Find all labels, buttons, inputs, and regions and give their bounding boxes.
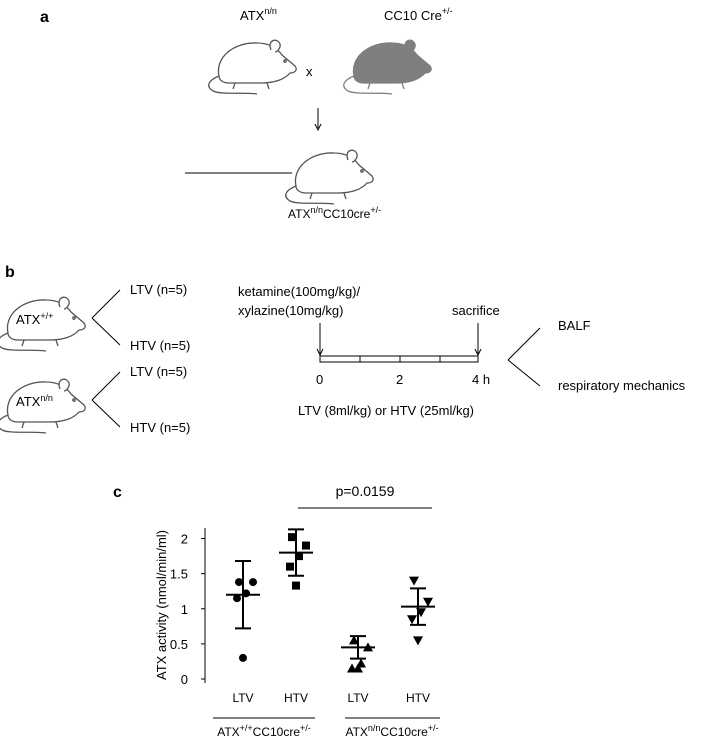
point (407, 615, 417, 625)
group: HTV (n=5) (130, 338, 190, 353)
error-bar (288, 528, 304, 577)
annotation: p=0.0159 (336, 483, 395, 499)
x-tick-label: LTV (232, 691, 253, 705)
point (409, 576, 419, 586)
genotype: ATXn/n (16, 393, 53, 409)
name: ATX (217, 725, 239, 739)
sup: n/n (310, 205, 323, 215)
panel-label: b (5, 264, 15, 281)
sup: +/- (442, 6, 453, 16)
sup: +/+ (240, 723, 253, 733)
point (235, 578, 243, 587)
time-tick: 4 h (472, 372, 490, 387)
point (249, 578, 257, 587)
sup: n/n (368, 723, 381, 733)
mouse (0, 378, 86, 434)
anesthesia: xylazine(10mg/kg) (238, 303, 344, 318)
panel-label: c (113, 484, 122, 501)
arrow-head (474, 348, 482, 357)
y-tick-label: 1.5 (170, 567, 188, 582)
point (239, 653, 247, 662)
point (286, 562, 294, 571)
x-tick-label: LTV (347, 691, 368, 705)
timeline-divisions (359, 356, 441, 362)
point (292, 581, 300, 590)
mouse (0, 296, 86, 352)
mouse-offspring (285, 149, 374, 205)
outcome: BALF (558, 318, 591, 333)
outcome: respiratory mechanics (558, 378, 686, 393)
sup2: +/- (428, 723, 439, 733)
sup: n/n (40, 393, 53, 403)
panel-label: a (40, 9, 49, 26)
x-tick-label: HTV (284, 691, 308, 705)
group: LTV (n=5) (130, 364, 187, 379)
x-tick-label: HTV (406, 691, 430, 705)
name: ATX (240, 8, 265, 23)
time-tick: 2 (396, 372, 403, 387)
branch (507, 327, 541, 387)
arrow-head (314, 123, 322, 132)
name: ATX (16, 312, 41, 327)
mouse-gray (343, 39, 432, 95)
name: ATX (345, 725, 367, 739)
name: ATX (16, 394, 41, 409)
name: ATX (288, 207, 310, 221)
name2: CC10cre (253, 725, 301, 739)
group-label: ATX+/+CC10cre+/- (217, 723, 311, 739)
point (353, 663, 363, 673)
point (423, 597, 433, 607)
y-tick-label: 0 (181, 672, 188, 687)
name: CC10 Cre (384, 8, 442, 23)
group: HTV (n=5) (130, 420, 190, 435)
mouse-white (208, 39, 297, 95)
error-bar (410, 587, 426, 626)
anesthesia: ketamine(100mg/kg)/ (238, 284, 360, 299)
error-bar (350, 635, 366, 660)
y-axis-label: ATX activity (nmol/min/ml) (154, 530, 169, 680)
parent2: CC10 Cre+/- (384, 6, 453, 23)
y-tick-label: 2 (181, 532, 188, 547)
group: LTV (n=5) (130, 282, 187, 297)
point (288, 533, 296, 542)
y-tick-label: 1 (181, 602, 188, 617)
point (413, 636, 423, 646)
genotype: ATX+/+ (16, 311, 53, 327)
point (349, 635, 359, 645)
time-tick: 0 (316, 372, 323, 387)
point (302, 541, 310, 550)
ventilation: LTV (8ml/kg) or HTV (25ml/kg) (298, 403, 474, 418)
offspring: ATXn/nCC10cre+/- (288, 205, 381, 221)
branch (91, 371, 121, 428)
branch (91, 289, 121, 346)
cross: x (306, 64, 313, 79)
name2: CC10cre (380, 725, 428, 739)
sup: n/n (264, 6, 277, 16)
sup2: +/- (300, 723, 311, 733)
sup2: +/- (370, 205, 381, 215)
endpoint: sacrifice (452, 303, 500, 318)
arrow-head (316, 348, 324, 357)
y-tick-label: 0.5 (170, 637, 188, 652)
name2: CC10cre (323, 207, 371, 221)
timeline (319, 355, 479, 363)
group-label: ATXn/nCC10cre+/- (345, 723, 438, 739)
sup: +/+ (40, 311, 53, 321)
error-bar (235, 560, 251, 630)
point (295, 552, 303, 561)
point (233, 594, 241, 603)
parent1: ATXn/n (240, 6, 277, 23)
